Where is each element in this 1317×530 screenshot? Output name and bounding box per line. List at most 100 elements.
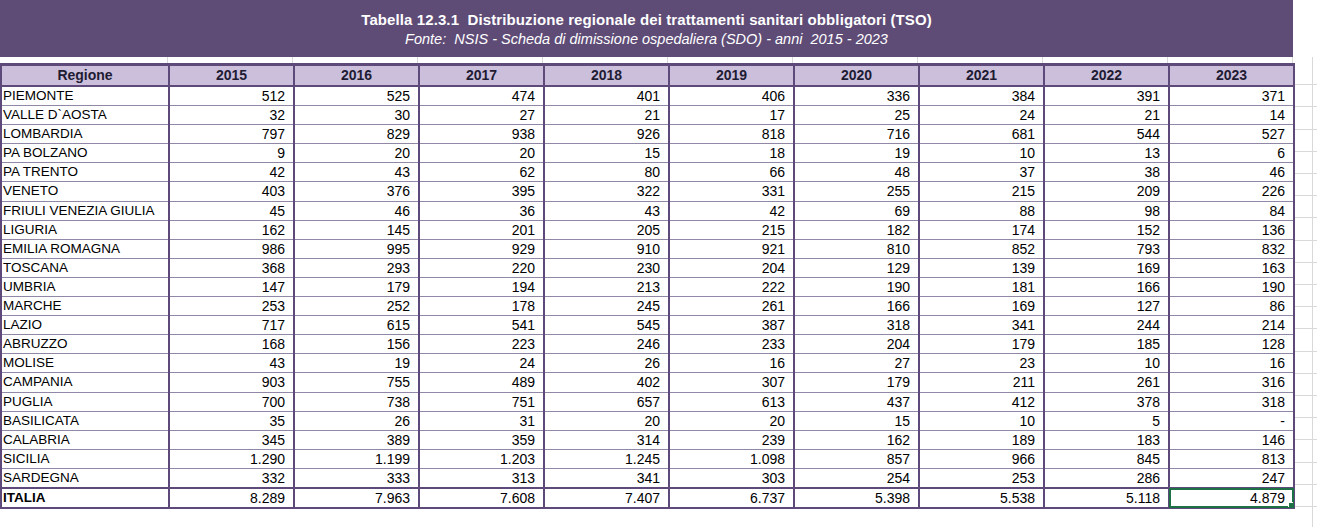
value-cell[interactable]: 857: [794, 449, 919, 468]
value-cell[interactable]: 213: [544, 277, 669, 296]
value-cell[interactable]: 368: [169, 258, 294, 277]
value-cell[interactable]: 5: [1044, 411, 1169, 430]
column-header-2017[interactable]: 2017: [419, 65, 544, 87]
value-cell[interactable]: 10: [919, 144, 1044, 163]
value-cell[interactable]: 402: [544, 373, 669, 392]
value-cell[interactable]: 1.290: [169, 449, 294, 468]
value-cell[interactable]: 395: [419, 182, 544, 201]
value-cell[interactable]: 657: [544, 392, 669, 411]
value-cell[interactable]: 24: [419, 354, 544, 373]
value-cell[interactable]: 145: [294, 220, 419, 239]
value-cell[interactable]: 84: [1169, 201, 1294, 220]
value-cell[interactable]: 336: [794, 86, 919, 106]
value-cell[interactable]: 136: [1169, 220, 1294, 239]
value-cell[interactable]: 1.245: [544, 449, 669, 468]
value-cell[interactable]: 66: [669, 163, 794, 182]
value-cell[interactable]: 384: [919, 86, 1044, 106]
value-cell[interactable]: 341: [919, 316, 1044, 335]
value-cell[interactable]: 986: [169, 239, 294, 258]
value-cell[interactable]: 162: [169, 220, 294, 239]
region-name-cell[interactable]: SICILIA: [1, 449, 169, 468]
value-cell[interactable]: 903: [169, 373, 294, 392]
value-cell[interactable]: 544: [1044, 125, 1169, 144]
region-name-cell[interactable]: VALLE D`AOSTA: [1, 106, 169, 125]
region-name-cell[interactable]: CALABRIA: [1, 430, 169, 449]
value-cell[interactable]: 322: [544, 182, 669, 201]
value-cell[interactable]: 220: [419, 258, 544, 277]
value-cell[interactable]: 194: [419, 277, 544, 296]
region-name-cell[interactable]: PIEMONTE: [1, 86, 169, 106]
value-cell[interactable]: 62: [419, 163, 544, 182]
value-cell[interactable]: 31: [419, 411, 544, 430]
value-cell[interactable]: 797: [169, 125, 294, 144]
value-cell[interactable]: 223: [419, 335, 544, 354]
value-cell[interactable]: 18: [669, 144, 794, 163]
value-cell[interactable]: 910: [544, 239, 669, 258]
value-cell[interactable]: 46: [1169, 163, 1294, 182]
value-cell[interactable]: 5.118: [1044, 488, 1169, 508]
value-cell[interactable]: 341: [544, 468, 669, 488]
column-header-2015[interactable]: 2015: [169, 65, 294, 87]
value-cell[interactable]: 7.963: [294, 488, 419, 508]
value-cell[interactable]: 525: [294, 86, 419, 106]
value-cell[interactable]: 201: [419, 220, 544, 239]
value-cell[interactable]: 261: [669, 297, 794, 316]
value-cell[interactable]: 127: [1044, 297, 1169, 316]
value-cell[interactable]: 16: [669, 354, 794, 373]
region-name-cell[interactable]: VENETO: [1, 182, 169, 201]
value-cell[interactable]: 239: [669, 430, 794, 449]
region-name-cell[interactable]: ABRUZZO: [1, 335, 169, 354]
value-cell[interactable]: 738: [294, 392, 419, 411]
value-cell[interactable]: 163: [1169, 258, 1294, 277]
value-cell[interactable]: 43: [294, 163, 419, 182]
value-cell[interactable]: 162: [794, 430, 919, 449]
value-cell[interactable]: 20: [544, 411, 669, 430]
region-name-cell[interactable]: LAZIO: [1, 316, 169, 335]
region-name-cell[interactable]: PA TRENTO: [1, 163, 169, 182]
value-cell[interactable]: 182: [794, 220, 919, 239]
value-cell[interactable]: 20: [669, 411, 794, 430]
value-cell[interactable]: 8.289: [169, 488, 294, 508]
value-cell[interactable]: 6: [1169, 144, 1294, 163]
value-cell[interactable]: 845: [1044, 449, 1169, 468]
value-cell[interactable]: 406: [669, 86, 794, 106]
value-cell[interactable]: 333: [294, 468, 419, 488]
value-cell[interactable]: 938: [419, 125, 544, 144]
region-name-cell[interactable]: ITALIA: [1, 488, 169, 508]
region-name-cell[interactable]: UMBRIA: [1, 277, 169, 296]
region-name-cell[interactable]: LIGURIA: [1, 220, 169, 239]
value-cell[interactable]: 10: [919, 411, 1044, 430]
value-cell[interactable]: 14: [1169, 106, 1294, 125]
value-cell[interactable]: 852: [919, 239, 1044, 258]
value-cell[interactable]: 6.737: [669, 488, 794, 508]
value-cell[interactable]: 128: [1169, 335, 1294, 354]
value-cell[interactable]: 15: [794, 411, 919, 430]
value-cell[interactable]: 21: [1044, 106, 1169, 125]
value-cell[interactable]: 307: [669, 373, 794, 392]
value-cell[interactable]: 293: [294, 258, 419, 277]
value-cell[interactable]: 190: [794, 277, 919, 296]
value-cell[interactable]: 178: [419, 297, 544, 316]
value-cell[interactable]: 45: [169, 201, 294, 220]
value-cell[interactable]: 226: [1169, 182, 1294, 201]
value-cell[interactable]: 474: [419, 86, 544, 106]
value-cell[interactable]: 545: [544, 316, 669, 335]
value-cell[interactable]: 215: [669, 220, 794, 239]
value-cell[interactable]: 716: [794, 125, 919, 144]
value-cell[interactable]: 86: [1169, 297, 1294, 316]
value-cell[interactable]: 152: [1044, 220, 1169, 239]
region-name-cell[interactable]: FRIULI VENEZIA GIULIA: [1, 201, 169, 220]
value-cell[interactable]: 541: [419, 316, 544, 335]
value-cell[interactable]: 43: [169, 354, 294, 373]
value-cell[interactable]: 829: [294, 125, 419, 144]
value-cell[interactable]: 247: [1169, 468, 1294, 488]
value-cell[interactable]: 156: [294, 335, 419, 354]
value-cell[interactable]: 211: [919, 373, 1044, 392]
value-cell[interactable]: 230: [544, 258, 669, 277]
value-cell[interactable]: 43: [544, 201, 669, 220]
value-cell[interactable]: 813: [1169, 449, 1294, 468]
value-cell[interactable]: 314: [544, 430, 669, 449]
value-cell[interactable]: 27: [419, 106, 544, 125]
value-cell[interactable]: 222: [669, 277, 794, 296]
column-header-regione[interactable]: Regione: [1, 65, 169, 87]
